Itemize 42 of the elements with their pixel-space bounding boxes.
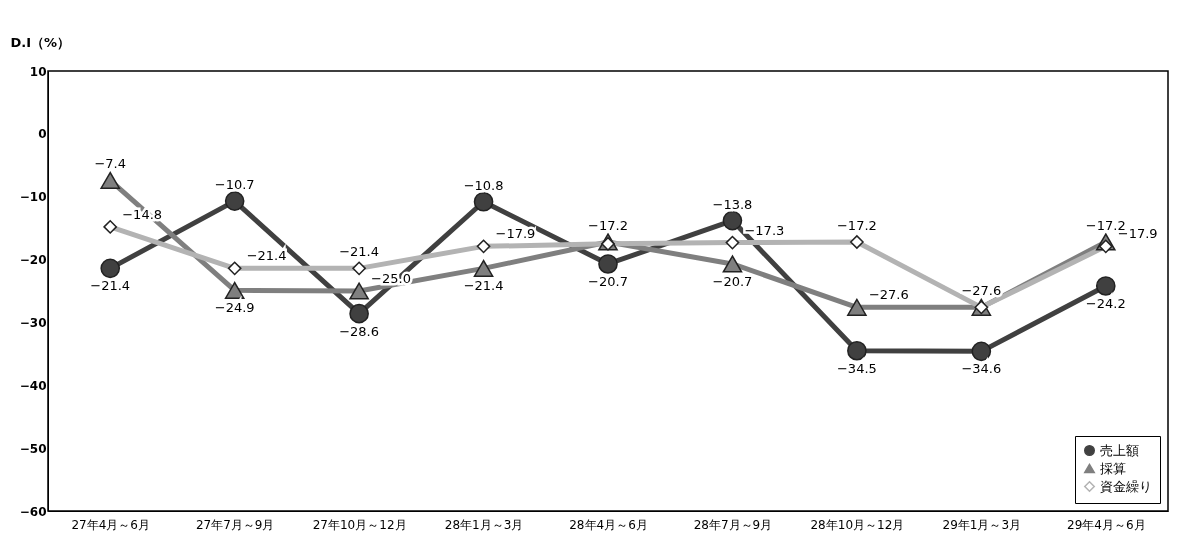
data-label: −20.7 <box>712 273 753 289</box>
y-tick-label: −30 <box>19 315 47 330</box>
data-label: −21.4 <box>246 248 287 264</box>
data-label: −27.6 <box>961 283 1002 299</box>
x-tick-label: 27年4月～6月 <box>71 517 150 532</box>
y-tick-label: −10 <box>19 190 47 205</box>
x-tick-label: 28年10月～12月 <box>810 517 905 532</box>
legend-label: 資金繰り <box>1100 478 1152 494</box>
data-label: −10.8 <box>463 177 504 193</box>
data-label: −28.6 <box>339 323 380 339</box>
y-tick-label: 0 <box>38 127 47 142</box>
legend-label: 採算 <box>1100 460 1126 476</box>
x-tick-label: 28年7月～9月 <box>693 517 773 532</box>
x-tick-label: 27年7月～9月 <box>195 517 275 532</box>
x-tick-label: 28年1月～3月 <box>444 517 524 532</box>
data-label: −17.9 <box>495 226 536 242</box>
data-label: −7.4 <box>94 156 127 172</box>
x-tick-label: 28年4月～6月 <box>569 517 648 532</box>
x-tick-label: 27年10月～12月 <box>312 517 407 532</box>
y-axis-title: D.I（%） <box>10 34 71 50</box>
data-label: −24.9 <box>214 300 255 316</box>
legend-label: 売上額 <box>1100 442 1139 458</box>
y-tick-label: −40 <box>19 378 47 393</box>
data-label: −17.2 <box>836 217 877 233</box>
y-tick-label: 10 <box>29 64 47 79</box>
x-tick-label: 29年1月～3月 <box>942 517 1022 532</box>
data-label: −21.4 <box>90 278 131 294</box>
data-label: −24.2 <box>1085 295 1126 311</box>
data-label: −34.6 <box>961 361 1002 377</box>
data-label: −34.5 <box>836 360 877 376</box>
data-label: −10.7 <box>214 177 255 193</box>
y-tick-label: −20 <box>19 253 47 268</box>
data-label: −20.7 <box>588 273 628 289</box>
data-label: −17.3 <box>744 222 785 238</box>
data-label: −21.4 <box>463 278 504 294</box>
data-label: −21.4 <box>339 244 380 260</box>
x-tick-label: 29年4月～6月 <box>1067 517 1146 532</box>
data-label: −27.6 <box>868 287 909 303</box>
data-label: −13.8 <box>712 196 753 212</box>
y-tick-label: −60 <box>19 504 47 519</box>
y-tick-label: −50 <box>19 441 47 456</box>
data-label: −17.2 <box>588 217 628 233</box>
